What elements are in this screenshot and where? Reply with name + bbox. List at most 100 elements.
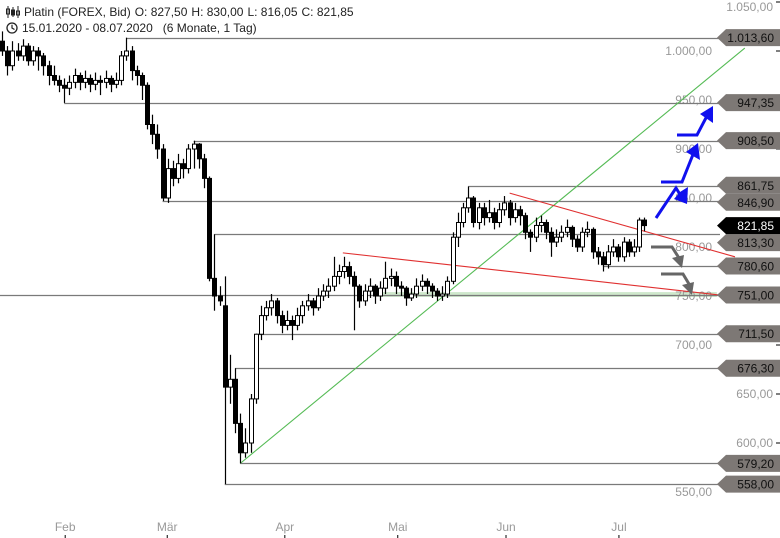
candle xyxy=(622,237,627,262)
candle xyxy=(373,284,378,304)
candle xyxy=(67,75,72,96)
level-tag: 780,60 xyxy=(717,257,780,275)
candle-body xyxy=(269,300,274,309)
candle xyxy=(93,72,98,91)
candle xyxy=(109,75,114,93)
candle xyxy=(73,68,78,89)
candle-body xyxy=(16,50,21,57)
trendlines xyxy=(239,47,746,464)
candle-body xyxy=(233,378,238,424)
candle-body xyxy=(176,163,181,179)
candle xyxy=(502,196,507,216)
candle xyxy=(332,256,337,292)
candle-body xyxy=(347,266,352,277)
candle-body xyxy=(119,55,124,81)
candle xyxy=(233,368,238,434)
candle xyxy=(269,294,274,316)
candle xyxy=(166,158,171,203)
y-tick-label: 700,00 xyxy=(675,338,712,352)
level-tag-shape xyxy=(717,94,780,112)
candle xyxy=(280,310,285,334)
candle xyxy=(202,153,207,189)
candle-body xyxy=(591,228,596,253)
candle-body xyxy=(544,222,549,233)
candle xyxy=(451,232,456,285)
price-tags: 1.013,60 947,35 908,50 861,75 846,90 813,30 78… xyxy=(717,29,780,493)
current-price-tag-shape xyxy=(717,217,780,235)
candle-body xyxy=(259,315,264,335)
candle-body xyxy=(98,79,103,83)
candle xyxy=(616,244,621,262)
level-tag: 579,20 xyxy=(717,454,780,472)
level-tag: 676,30 xyxy=(717,359,780,377)
candle-body xyxy=(207,177,212,279)
candle-body xyxy=(145,84,150,126)
candle xyxy=(632,239,637,257)
candle xyxy=(394,271,399,295)
candle-body xyxy=(466,197,471,209)
level-tag: 813,30 xyxy=(717,234,780,252)
candle-body xyxy=(611,246,616,253)
candle-body xyxy=(67,81,72,89)
candle-body xyxy=(477,207,482,224)
candle xyxy=(409,288,414,301)
candle-body xyxy=(482,207,487,219)
candle-body xyxy=(10,50,15,67)
level-tag-label: 846,90 xyxy=(737,196,774,210)
candle-body xyxy=(342,266,347,273)
candles xyxy=(0,31,647,485)
candle-body xyxy=(47,65,52,76)
candle xyxy=(363,284,368,306)
candle-body xyxy=(280,315,285,326)
candle xyxy=(518,205,523,226)
candle xyxy=(378,281,383,301)
candle xyxy=(430,283,435,298)
candle-body xyxy=(26,45,31,62)
candle xyxy=(218,286,223,306)
candle-body xyxy=(559,231,564,238)
candle-body xyxy=(275,300,280,317)
level-tag-shape xyxy=(717,325,780,343)
candle xyxy=(461,202,466,228)
x-axis: Feb Mär Apr Mai Jun Jul xyxy=(55,520,627,538)
candle xyxy=(311,297,316,316)
candle-body xyxy=(78,75,83,83)
candle xyxy=(352,271,357,331)
candle xyxy=(52,65,57,86)
candle-body xyxy=(249,398,254,444)
candle xyxy=(16,43,21,61)
candle xyxy=(642,217,647,232)
candle xyxy=(528,229,533,252)
candle-body xyxy=(534,224,539,238)
candle-body xyxy=(109,77,114,85)
candle-body xyxy=(528,231,533,238)
blue-arrow-up-2 xyxy=(661,143,700,184)
level-tag: 908,50 xyxy=(717,132,780,150)
y-tick-label: 550,00 xyxy=(675,485,712,499)
candle xyxy=(140,72,145,100)
ohlc-high: H: 830,00 xyxy=(191,5,244,19)
candle-body xyxy=(218,295,223,302)
level-tag-label: 947,35 xyxy=(737,96,774,110)
candle-body xyxy=(326,285,331,292)
candle xyxy=(57,75,62,93)
candle-body xyxy=(456,222,461,238)
candle xyxy=(254,333,259,404)
candle xyxy=(637,217,642,252)
candle-body xyxy=(497,209,502,223)
candle xyxy=(497,202,502,228)
level-tag-shape xyxy=(717,193,780,211)
candle xyxy=(539,215,544,233)
candle xyxy=(161,144,166,202)
candle-body xyxy=(352,275,357,287)
candle-body xyxy=(316,295,321,309)
candle xyxy=(10,41,15,71)
current-price-tag: 821,85 xyxy=(717,217,780,235)
level-tag-label: 780,60 xyxy=(737,260,774,274)
candle-body xyxy=(166,168,171,199)
candle-body xyxy=(181,163,186,170)
candle-body xyxy=(373,285,378,297)
candle-body xyxy=(197,143,202,160)
candle xyxy=(300,300,305,324)
x-tick-label: Mär xyxy=(157,520,178,534)
